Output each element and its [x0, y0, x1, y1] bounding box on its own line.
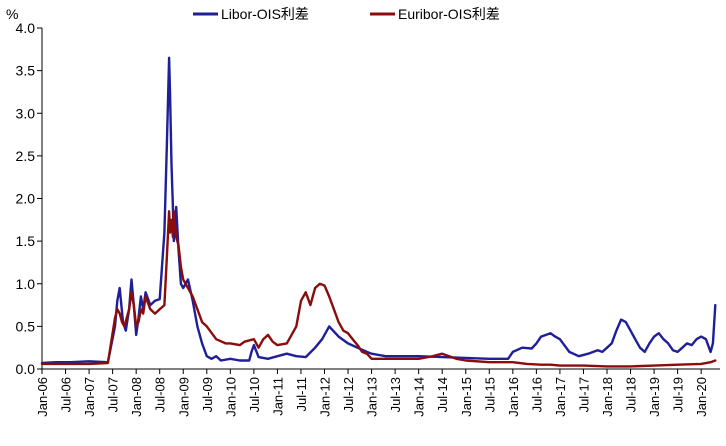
legend-label-libor: Libor-OIS利差: [221, 6, 309, 22]
y-tick-label: 4.0: [16, 20, 36, 36]
x-tick-label: Jan-16: [506, 377, 521, 417]
legend: Libor-OIS利差 Euribor-OIS利差: [193, 6, 500, 22]
x-tick-label: Jul-08: [153, 377, 168, 412]
series-line-libor-ois: [40, 56, 717, 365]
x-tick-label: Jul-07: [106, 377, 121, 412]
x-tick-label: Jul-13: [388, 377, 403, 412]
x-tick-label: Jul-16: [529, 377, 544, 412]
x-tick-label: Jul-18: [624, 377, 639, 412]
y-axis-label: %: [6, 6, 18, 22]
y-tick-label: 3.0: [16, 105, 36, 121]
x-tick-label: Jul-11: [294, 377, 309, 411]
x-axis: Jan-06 Jul-06 Jan-07 Jul-07 Jan-08 Jul-08 Jan-…: [35, 368, 720, 417]
x-tick-label: Jul-10: [247, 377, 262, 412]
x-tick-label: Jan-19: [647, 377, 662, 417]
x-tick-label: Jul-12: [341, 377, 356, 412]
x-tick-label: Jan-11: [270, 377, 285, 416]
x-tick-label: Jan-09: [176, 377, 191, 417]
x-tick-label: Jan-08: [129, 377, 144, 417]
x-tick-label: Jul-06: [59, 377, 74, 412]
x-tick-label: Jan-10: [223, 377, 238, 417]
x-tick-label: Jan-17: [553, 377, 568, 417]
x-tick-label: Jul-19: [671, 377, 686, 412]
plot-area: [40, 56, 717, 368]
x-tick-label: Jul-09: [200, 377, 215, 412]
x-tick-label: Jul-15: [482, 377, 497, 412]
x-tick-label: Jan-20: [694, 377, 709, 417]
series-line-euribor-ois: [40, 210, 717, 368]
x-tick-label: Jan-07: [82, 377, 97, 417]
x-tick-label: Jul-14: [435, 377, 450, 412]
legend-label-euribor: Euribor-OIS利差: [398, 6, 500, 22]
x-tick-label: Jan-12: [318, 377, 333, 417]
x-tick-label: Jan-15: [459, 377, 474, 417]
x-tick-label: Jan-14: [412, 377, 427, 417]
y-tick-label: 3.5: [16, 63, 36, 79]
y-tick-label: 1.0: [16, 276, 36, 292]
x-tick-label: Jan-06: [35, 377, 50, 417]
x-tick-label: Jan-18: [600, 377, 615, 417]
y-axis: 0.0 0.5 1.0 1.5 2.0 2.5 3.0 3.5 4.0: [16, 20, 43, 377]
y-tick-label: 2.5: [16, 148, 36, 164]
x-tick-label: Jan-13: [365, 377, 380, 417]
x-tick-label: Jul-17: [576, 377, 591, 412]
y-tick-label: 2.0: [16, 191, 36, 207]
y-tick-label: 1.5: [16, 233, 36, 249]
y-tick-label: 0.5: [16, 318, 36, 334]
y-tick-label: 0.0: [16, 361, 36, 377]
